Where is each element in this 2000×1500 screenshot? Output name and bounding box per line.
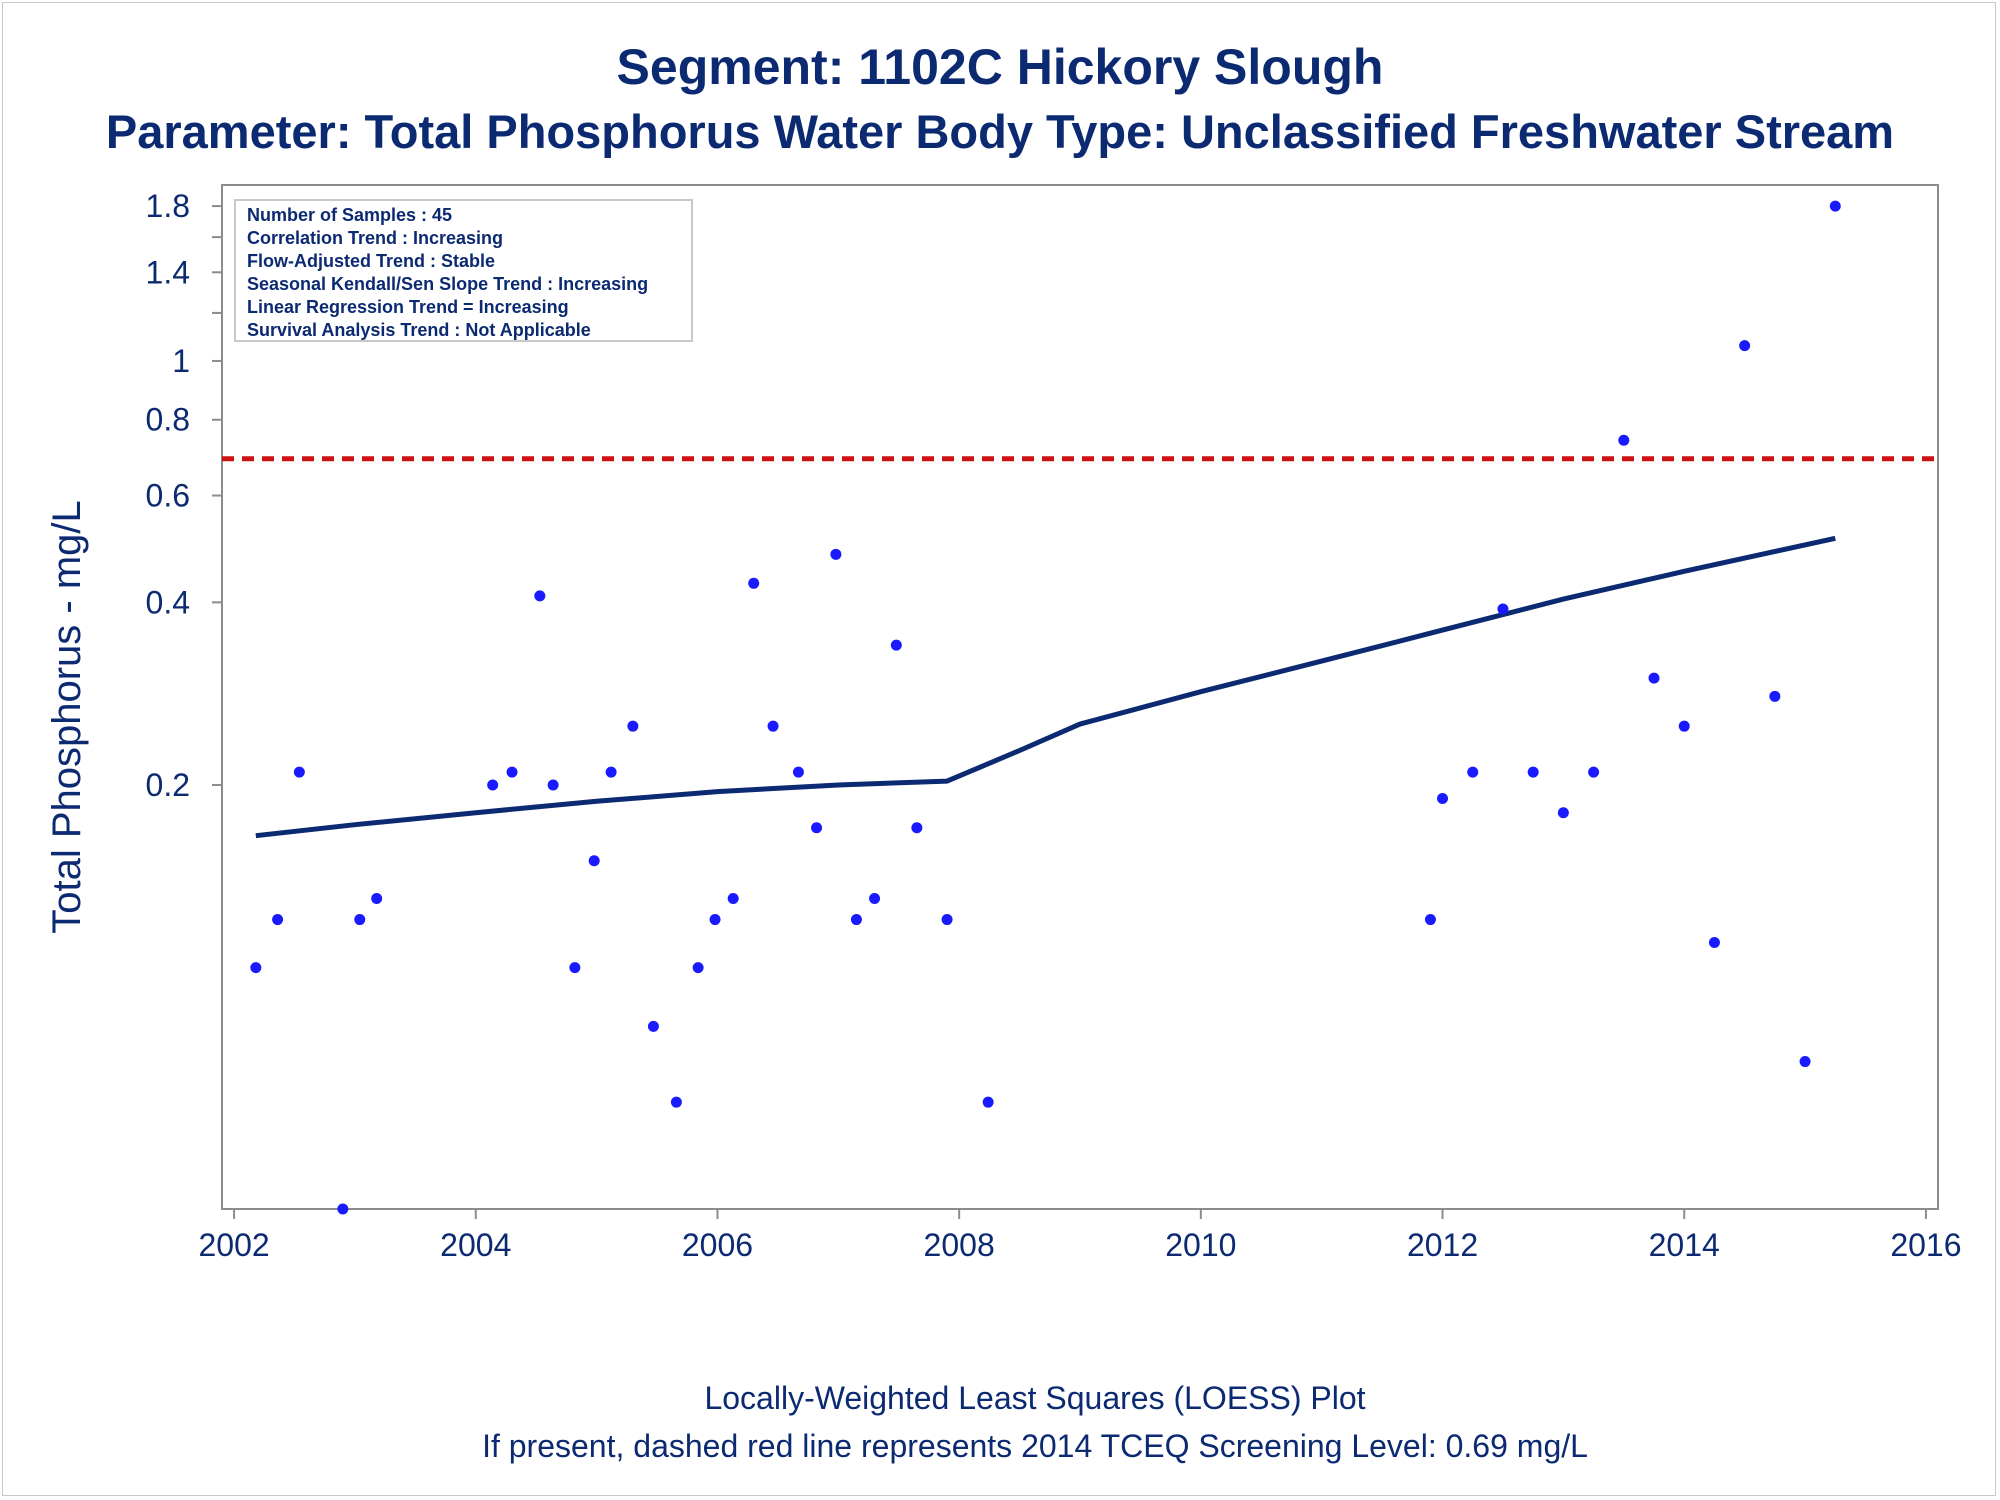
stats-line: Correlation Trend : Increasing <box>247 228 503 248</box>
stats-box <box>234 199 693 342</box>
sample-point <box>767 720 779 732</box>
sample-point <box>811 822 823 834</box>
sample-point <box>890 639 902 651</box>
y-axis-label: Total Phosphorus - mg/L <box>45 500 89 934</box>
sample-point <box>487 779 499 791</box>
x-tick-label: 2004 <box>440 1227 511 1263</box>
sample-point <box>1618 434 1630 446</box>
sample-point <box>1678 720 1690 732</box>
stats-line: Survival Analysis Trend : Not Applicable <box>247 320 591 340</box>
y-tick-label: 0.2 <box>146 767 190 803</box>
sample-point <box>1739 340 1751 352</box>
sample-point <box>1708 936 1720 948</box>
x-tick-label: 2016 <box>1890 1227 1961 1263</box>
sample-point <box>1527 766 1539 778</box>
y-tick-label: 0.4 <box>146 584 190 620</box>
y-tick-label: 0.6 <box>146 478 190 514</box>
sample-point <box>1588 766 1600 778</box>
sample-point <box>1467 766 1479 778</box>
x-tick-label: 2014 <box>1649 1227 1720 1263</box>
sample-point <box>1769 690 1781 702</box>
chart-title: Segment: 1102C Hickory Slough <box>616 39 1384 95</box>
sample-point <box>337 1203 349 1215</box>
sample-point <box>911 822 923 834</box>
sample-point <box>506 766 518 778</box>
sample-point <box>709 914 721 926</box>
stats-line: Linear Regression Trend = Increasing <box>247 297 569 317</box>
sample-point <box>647 1020 659 1032</box>
sample-point <box>850 914 862 926</box>
x-tick-label: 2006 <box>682 1227 753 1263</box>
sample-point <box>272 914 284 926</box>
sample-point <box>1497 603 1509 615</box>
sample-point <box>605 766 617 778</box>
stats-line: Flow-Adjusted Trend : Stable <box>247 251 495 271</box>
plot-area <box>221 184 1939 1210</box>
sample-point <box>534 590 546 602</box>
sample-point <box>1557 807 1569 819</box>
sample-point <box>748 577 760 589</box>
sample-point <box>627 720 639 732</box>
footnote-loess: Locally-Weighted Least Squares (LOESS) P… <box>704 1380 1366 1416</box>
sample-point <box>830 548 842 560</box>
sample-point <box>569 962 581 974</box>
sample-point <box>792 766 804 778</box>
y-tick-label: 0.8 <box>146 402 190 438</box>
sample-point <box>547 779 559 791</box>
sample-point <box>941 914 953 926</box>
footnote-screening: If present, dashed red line represents 2… <box>482 1428 1588 1464</box>
x-tick-label: 2012 <box>1407 1227 1478 1263</box>
sample-point <box>1437 792 1449 804</box>
sample-point <box>727 892 739 904</box>
x-tick-label: 2010 <box>1165 1227 1236 1263</box>
x-tick-label: 2002 <box>198 1227 269 1263</box>
sample-point <box>1829 200 1841 212</box>
sample-point <box>1424 914 1436 926</box>
loess-line <box>255 535 1836 839</box>
y-tick-label: 1.8 <box>146 188 190 224</box>
sample-point <box>293 766 305 778</box>
sample-point <box>588 855 600 867</box>
sample-point <box>869 892 881 904</box>
sample-point <box>982 1096 994 1108</box>
sample-point <box>1799 1056 1811 1068</box>
sample-point <box>670 1096 682 1108</box>
sample-point <box>250 962 262 974</box>
sample-point <box>1648 672 1660 684</box>
stats-line: Seasonal Kendall/Sen Slope Trend : Incre… <box>247 274 648 294</box>
y-tick-label: 1.4 <box>146 254 190 290</box>
y-tick-label: 1 <box>172 343 190 379</box>
stats-line: Number of Samples : 45 <box>247 205 452 225</box>
sample-point <box>692 962 704 974</box>
sample-point <box>354 914 366 926</box>
x-tick-label: 2008 <box>924 1227 995 1263</box>
chart-subtitle: Parameter: Total Phosphorus Water Body T… <box>105 105 1895 158</box>
sample-point <box>371 892 383 904</box>
